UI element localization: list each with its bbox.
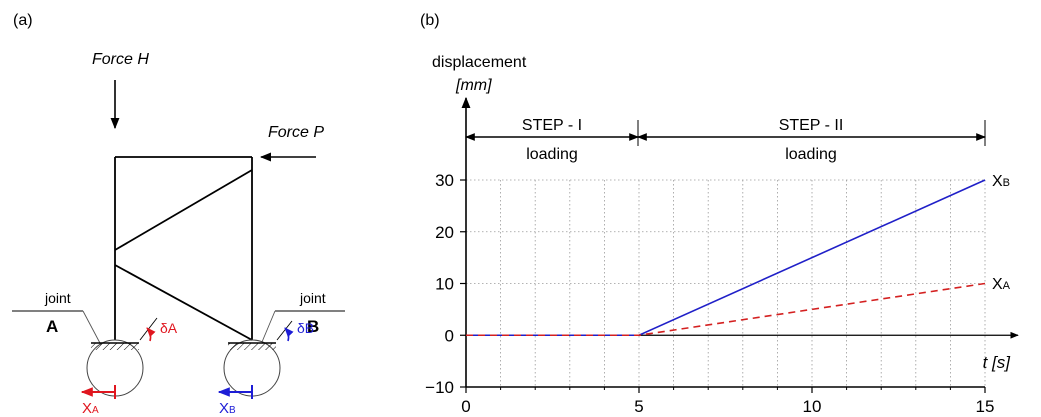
x-tick-label: 5 [634,397,643,416]
chart-axes [460,98,1018,393]
x-tick-label: 15 [976,397,995,416]
x-a-sub: A [92,405,99,416]
truss-frame [115,157,252,340]
y-tick-label: 10 [435,275,454,294]
panel-b-label: (b) [420,12,440,29]
force-p-label: Force P [268,124,324,141]
joint-a: joint A δA XA [12,290,178,417]
x-tick-label: 10 [803,397,822,416]
y-tick-label: −10 [425,378,454,397]
delta-b-arc [285,328,289,341]
delta-b-label: δB [297,320,314,336]
x-a-main: X [82,400,92,417]
y-tick-label: 30 [435,171,454,190]
chart-grid [466,180,985,387]
step-1-sub: loading [526,146,578,163]
series-line-xb [466,180,985,335]
joint-b: joint B δB XB [219,290,345,417]
chart-series [466,180,985,335]
panel-a: (a) Force H Force P joint A δA [12,12,345,417]
joint-a-hatch [91,343,139,350]
x-axis-title: t [s] [983,353,1012,372]
y-axis-unit: [mm] [455,77,492,94]
force-h-label: Force H [92,51,149,68]
panel-b: (b) displacement [mm] STEP - I loading S… [420,12,1018,416]
step-annotations: STEP - I loading STEP - II loading [466,117,985,163]
svg-text:XA: XA [82,400,99,417]
delta-a-label: δA [160,320,178,336]
svg-text:XB: XB [219,400,236,417]
joint-b-word: joint [299,290,326,306]
x-b-main: X [219,400,229,417]
x-tick-label: 0 [461,397,470,416]
series-line-xa [466,284,985,336]
series-label-xa: XA [992,276,1011,293]
series-label-xb: XB [992,173,1010,190]
y-tick-label: 20 [435,223,454,242]
y-tick-label: 0 [445,326,454,345]
panel-a-label: (a) [13,12,33,29]
y-axis-title: displacement [432,54,527,71]
step-1-title: STEP - I [522,117,582,134]
delta-a-arc [147,328,151,341]
step-2-title: STEP - II [779,117,844,134]
joint-a-word: joint [44,290,71,306]
joint-a-letter: A [46,317,58,336]
joint-b-hatch [228,343,276,350]
step-2-sub: loading [785,146,837,163]
x-b-sub: B [229,405,236,416]
chart-tick-labels: 0 5 10 15 −10 0 10 20 30 [425,171,994,416]
